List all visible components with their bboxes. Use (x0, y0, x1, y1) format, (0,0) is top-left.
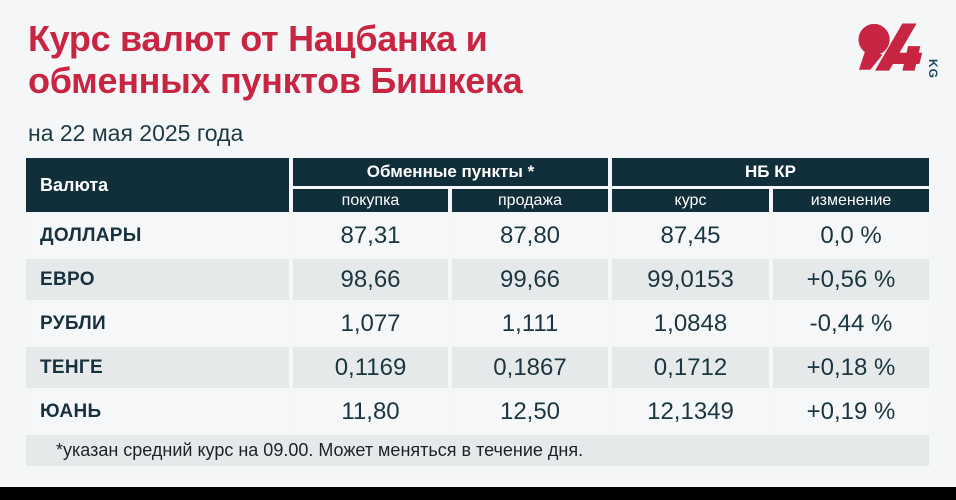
buy-cell: 87,31 (293, 215, 448, 256)
logo-24-icon (858, 23, 923, 71)
currency-cell: ДОЛЛАРЫ (26, 215, 289, 256)
col-header-rate: курс (612, 189, 769, 212)
buy-cell: 0,1169 (293, 347, 448, 388)
buy-cell: 1,077 (293, 303, 448, 344)
date-subtitle: на 22 мая 2025 года (28, 119, 244, 146)
rate-cell: 87,45 (612, 215, 769, 256)
change-cell: +0,18 % (773, 347, 929, 388)
page-title: Курс валют от Нацбанка и обменных пункто… (28, 18, 523, 103)
sell-cell: 1,111 (452, 303, 608, 344)
change-cell: +0,19 % (773, 391, 929, 432)
rate-cell: 99,0153 (612, 259, 769, 300)
logo-kg-label: KG (926, 59, 940, 79)
rate-cell: 1,0848 (612, 303, 769, 344)
footnote: *указан средний курс на 09.00. Может мен… (26, 435, 929, 466)
bottom-black-bar (0, 487, 956, 500)
col-group-exchange-offices: Обменные пункты * (293, 158, 608, 186)
change-cell: +0,56 % (773, 259, 929, 300)
rates-table: Валюта Обменные пункты * НБ КР покупка п… (26, 158, 929, 466)
header: Курс валют от Нацбанка и обменных пункто… (28, 18, 523, 147)
currency-cell: ЮАНЬ (26, 391, 289, 432)
page-title-line1: Курс валют от Нацбанка и (28, 18, 488, 59)
sell-cell: 0,1867 (452, 347, 608, 388)
currency-cell: ЕВРО (26, 259, 289, 300)
page-title-line2: обменных пунктов Бишкека (28, 60, 523, 102)
col-header-currency: Валюта (26, 158, 289, 212)
rate-cell: 12,1349 (612, 391, 769, 432)
change-cell: 0,0 % (773, 215, 929, 256)
currency-cell: РУБЛИ (26, 303, 289, 344)
sell-cell: 99,66 (452, 259, 608, 300)
logo-24kg: KG (858, 22, 940, 79)
rate-cell: 0,1712 (612, 347, 769, 388)
buy-cell: 11,80 (293, 391, 448, 432)
change-cell: -0,44 % (773, 303, 929, 344)
buy-cell: 98,66 (293, 259, 448, 300)
col-header-change: изменение (773, 189, 929, 212)
col-header-buy: покупка (293, 189, 448, 212)
sell-cell: 12,50 (452, 391, 608, 432)
currency-cell: ТЕНГЕ (26, 347, 289, 388)
sell-cell: 87,80 (452, 215, 608, 256)
col-group-nbkr: НБ КР (612, 158, 929, 186)
col-header-sell: продажа (452, 189, 608, 212)
